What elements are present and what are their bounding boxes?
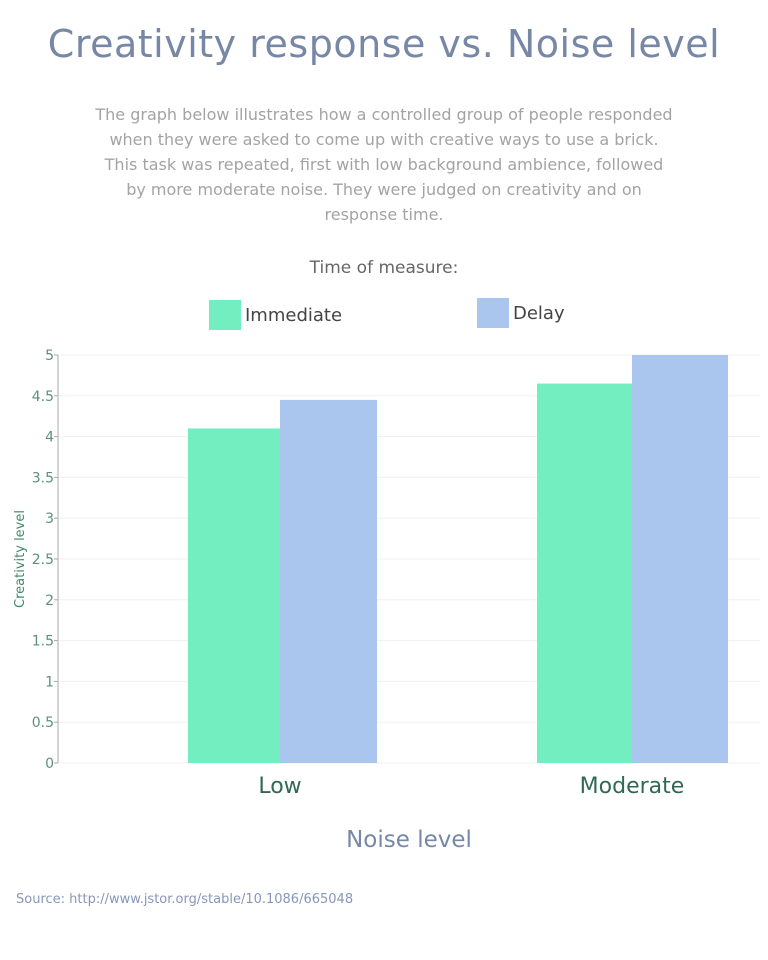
legend-item-delay: Delay bbox=[477, 298, 565, 328]
bar-delay-low bbox=[280, 399, 377, 763]
source-text: Source: http://www.jstor.org/stable/10.1… bbox=[16, 892, 354, 907]
y-tick-label: 2 bbox=[45, 593, 54, 609]
bar-delay-moderate bbox=[632, 355, 728, 763]
chart-title: Creativity response vs. Noise level bbox=[47, 22, 721, 66]
legend-label: Immediate bbox=[245, 304, 343, 326]
chart-description: The graph below illustrates how a contro… bbox=[95, 105, 673, 224]
y-axis-label: Creativity level bbox=[13, 510, 28, 608]
y-tick-label: 5 bbox=[45, 348, 54, 364]
legend-label: Delay bbox=[513, 302, 565, 324]
y-tick-label: 4.5 bbox=[32, 389, 54, 405]
y-tick-label: 3 bbox=[45, 511, 54, 527]
y-tick-label: 2.5 bbox=[32, 552, 54, 568]
y-tick-label: 0.5 bbox=[32, 715, 54, 731]
x-tick-label: Moderate bbox=[580, 774, 685, 799]
y-tick-label: 1 bbox=[45, 674, 54, 690]
y-tick-label: 4 bbox=[45, 430, 54, 446]
y-tick-label: 3.5 bbox=[32, 470, 54, 486]
legend-title: Time of measure: bbox=[309, 258, 459, 278]
y-tick-label: 1.5 bbox=[32, 634, 54, 650]
bar-immediate-low bbox=[188, 428, 280, 763]
bar-immediate-moderate bbox=[537, 383, 632, 763]
y-tick-label: 0 bbox=[45, 756, 54, 772]
x-axis-label: Noise level bbox=[346, 827, 472, 853]
x-tick-label: Low bbox=[258, 774, 301, 799]
legend-item-immediate: Immediate bbox=[209, 300, 342, 330]
legend-swatch-immediate bbox=[209, 300, 241, 330]
legend-swatch-delay bbox=[477, 298, 509, 328]
